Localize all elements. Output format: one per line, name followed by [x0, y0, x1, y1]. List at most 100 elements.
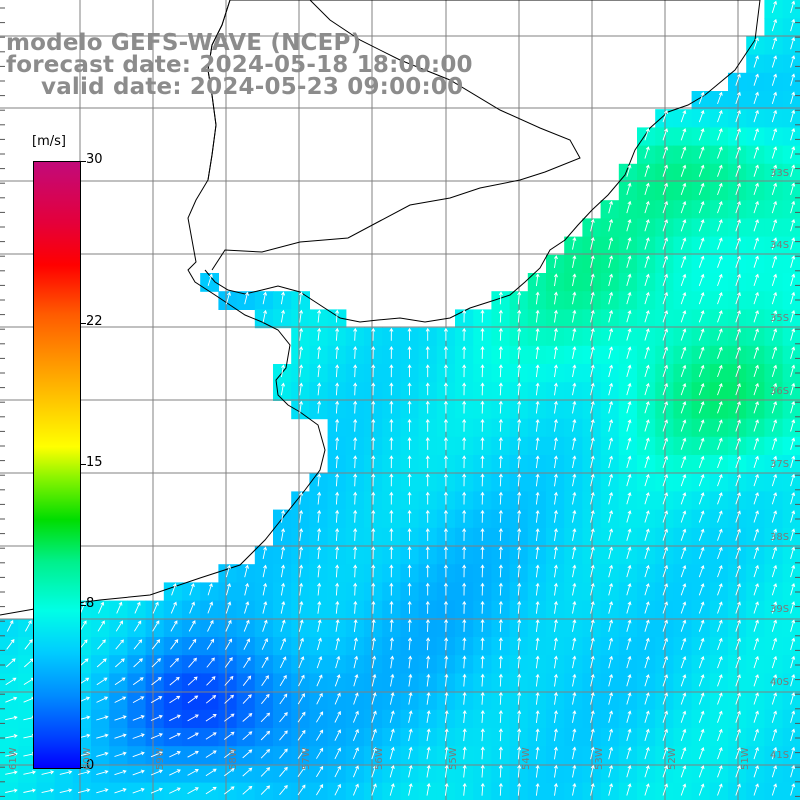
wind-arrow [572, 473, 577, 487]
wind-arrow [753, 765, 759, 778]
wind-arrow [353, 546, 358, 560]
wind-arrow [698, 146, 705, 159]
wind-arrow [444, 673, 449, 687]
wind-arrow [753, 619, 759, 632]
wind-arrow [371, 692, 377, 705]
wind-arrow [644, 728, 650, 742]
wind-arrow [462, 691, 467, 705]
wind-arrow [535, 346, 540, 359]
wind-arrow [680, 783, 687, 796]
wind-arrow [535, 637, 540, 651]
wind-arrow [626, 510, 632, 523]
wind-arrow [224, 657, 233, 668]
wind-arrow [626, 692, 632, 705]
wind-arrow [389, 418, 394, 432]
wind-arrow [608, 291, 614, 305]
wind-arrow [480, 455, 485, 469]
speed-cell [145, 618, 165, 638]
wind-arrow [771, 291, 778, 305]
wind-arrow [771, 55, 778, 68]
wind-arrow [662, 619, 669, 632]
wind-arrow [5, 715, 18, 721]
wind-arrow [662, 437, 669, 450]
wind-arrow [334, 747, 341, 760]
wind-arrow [626, 710, 632, 723]
wind-arrow [735, 728, 741, 742]
wind-arrow [644, 146, 650, 159]
wind-arrow [662, 674, 669, 687]
wind-arrow [753, 328, 759, 341]
wind-arrow [132, 751, 145, 758]
wind-arrow [735, 674, 741, 687]
wind-arrow [698, 255, 705, 268]
wind-arrow [498, 710, 503, 723]
wind-arrow [608, 491, 614, 505]
wind-arrow [408, 710, 413, 723]
wind-arrow [24, 639, 33, 650]
wind-arrow [279, 712, 288, 723]
wind-arrow [371, 473, 376, 487]
wind-arrow [590, 637, 595, 651]
wind-arrow [790, 728, 796, 742]
wind-arrow [753, 455, 759, 469]
wind-arrow [753, 401, 759, 414]
wind-arrow [462, 619, 467, 632]
wind-arrow [224, 768, 235, 777]
wind-arrow [771, 273, 778, 287]
wind-arrow [644, 200, 650, 214]
wind-arrow [517, 564, 522, 578]
wind-arrow [408, 783, 413, 796]
wind-arrow [371, 437, 376, 450]
wind-arrow [717, 109, 723, 123]
wind-arrow [572, 528, 577, 541]
wind-arrow [297, 748, 306, 759]
wind-arrow [698, 492, 705, 505]
wind-arrow [299, 528, 304, 541]
wind-arrow [717, 200, 723, 214]
wind-arrow [389, 619, 394, 632]
wind-arrow [462, 546, 467, 560]
wind-arrow [317, 473, 322, 487]
forecast-date: forecast date: 2024-05-18 18:00:00 [6, 52, 473, 78]
wind-arrow [608, 692, 614, 705]
wind-arrow [297, 784, 306, 796]
wind-arrow [771, 182, 778, 196]
wind-arrow [698, 182, 705, 196]
wind-arrow [353, 528, 358, 541]
wind-arrow [680, 473, 687, 487]
wind-arrow [644, 182, 650, 196]
wind-arrow [96, 733, 109, 739]
wind-arrow [207, 601, 214, 614]
wind-arrow [371, 528, 376, 541]
wind-arrow [680, 674, 687, 687]
wind-arrow [680, 146, 687, 159]
wind-arrow [517, 491, 522, 505]
wind-arrow [205, 786, 217, 795]
wind-arrow [188, 620, 196, 632]
wind-arrow [698, 237, 705, 250]
wind-arrow [680, 419, 687, 432]
wind-arrow [389, 400, 394, 414]
wind-arrow [299, 582, 304, 596]
wind-arrow [535, 728, 540, 742]
wind-arrow [608, 637, 614, 651]
wind-arrow [717, 619, 723, 632]
wind-arrow [480, 582, 485, 596]
wind-arrow [280, 528, 286, 541]
wind-arrow [517, 455, 522, 469]
wind-arrow [680, 382, 687, 396]
wind-arrow [224, 694, 235, 704]
wind-arrow [279, 766, 288, 777]
wind-arrow [735, 783, 741, 796]
wind-arrow [590, 309, 595, 323]
wind-arrow [553, 473, 558, 487]
longitude-label: 51W [740, 747, 751, 770]
wind-arrow [662, 164, 669, 177]
wind-arrow [353, 364, 358, 378]
wind-arrow [299, 509, 304, 523]
wind-arrow [698, 765, 705, 778]
longitude-label: 57W [301, 747, 312, 770]
wind-arrow [790, 18, 796, 32]
wind-arrow [753, 728, 759, 742]
wind-arrow [590, 564, 595, 578]
